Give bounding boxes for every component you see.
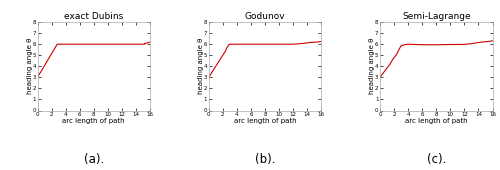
X-axis label: arc length of path: arc length of path bbox=[62, 118, 125, 124]
Text: (a).: (a). bbox=[84, 153, 104, 166]
Text: (b).: (b). bbox=[255, 153, 275, 166]
Title: Godunov: Godunov bbox=[244, 12, 286, 21]
X-axis label: arc length of path: arc length of path bbox=[234, 118, 296, 124]
X-axis label: arc length of path: arc length of path bbox=[405, 118, 468, 124]
Title: exact Dubins: exact Dubins bbox=[64, 12, 124, 21]
Title: Semi-Lagrange: Semi-Lagrange bbox=[402, 12, 470, 21]
Y-axis label: heading angle θ: heading angle θ bbox=[369, 38, 375, 95]
Text: (c).: (c). bbox=[426, 153, 446, 166]
Y-axis label: heading angle θ: heading angle θ bbox=[198, 38, 204, 95]
Y-axis label: heading angle θ: heading angle θ bbox=[26, 38, 32, 95]
